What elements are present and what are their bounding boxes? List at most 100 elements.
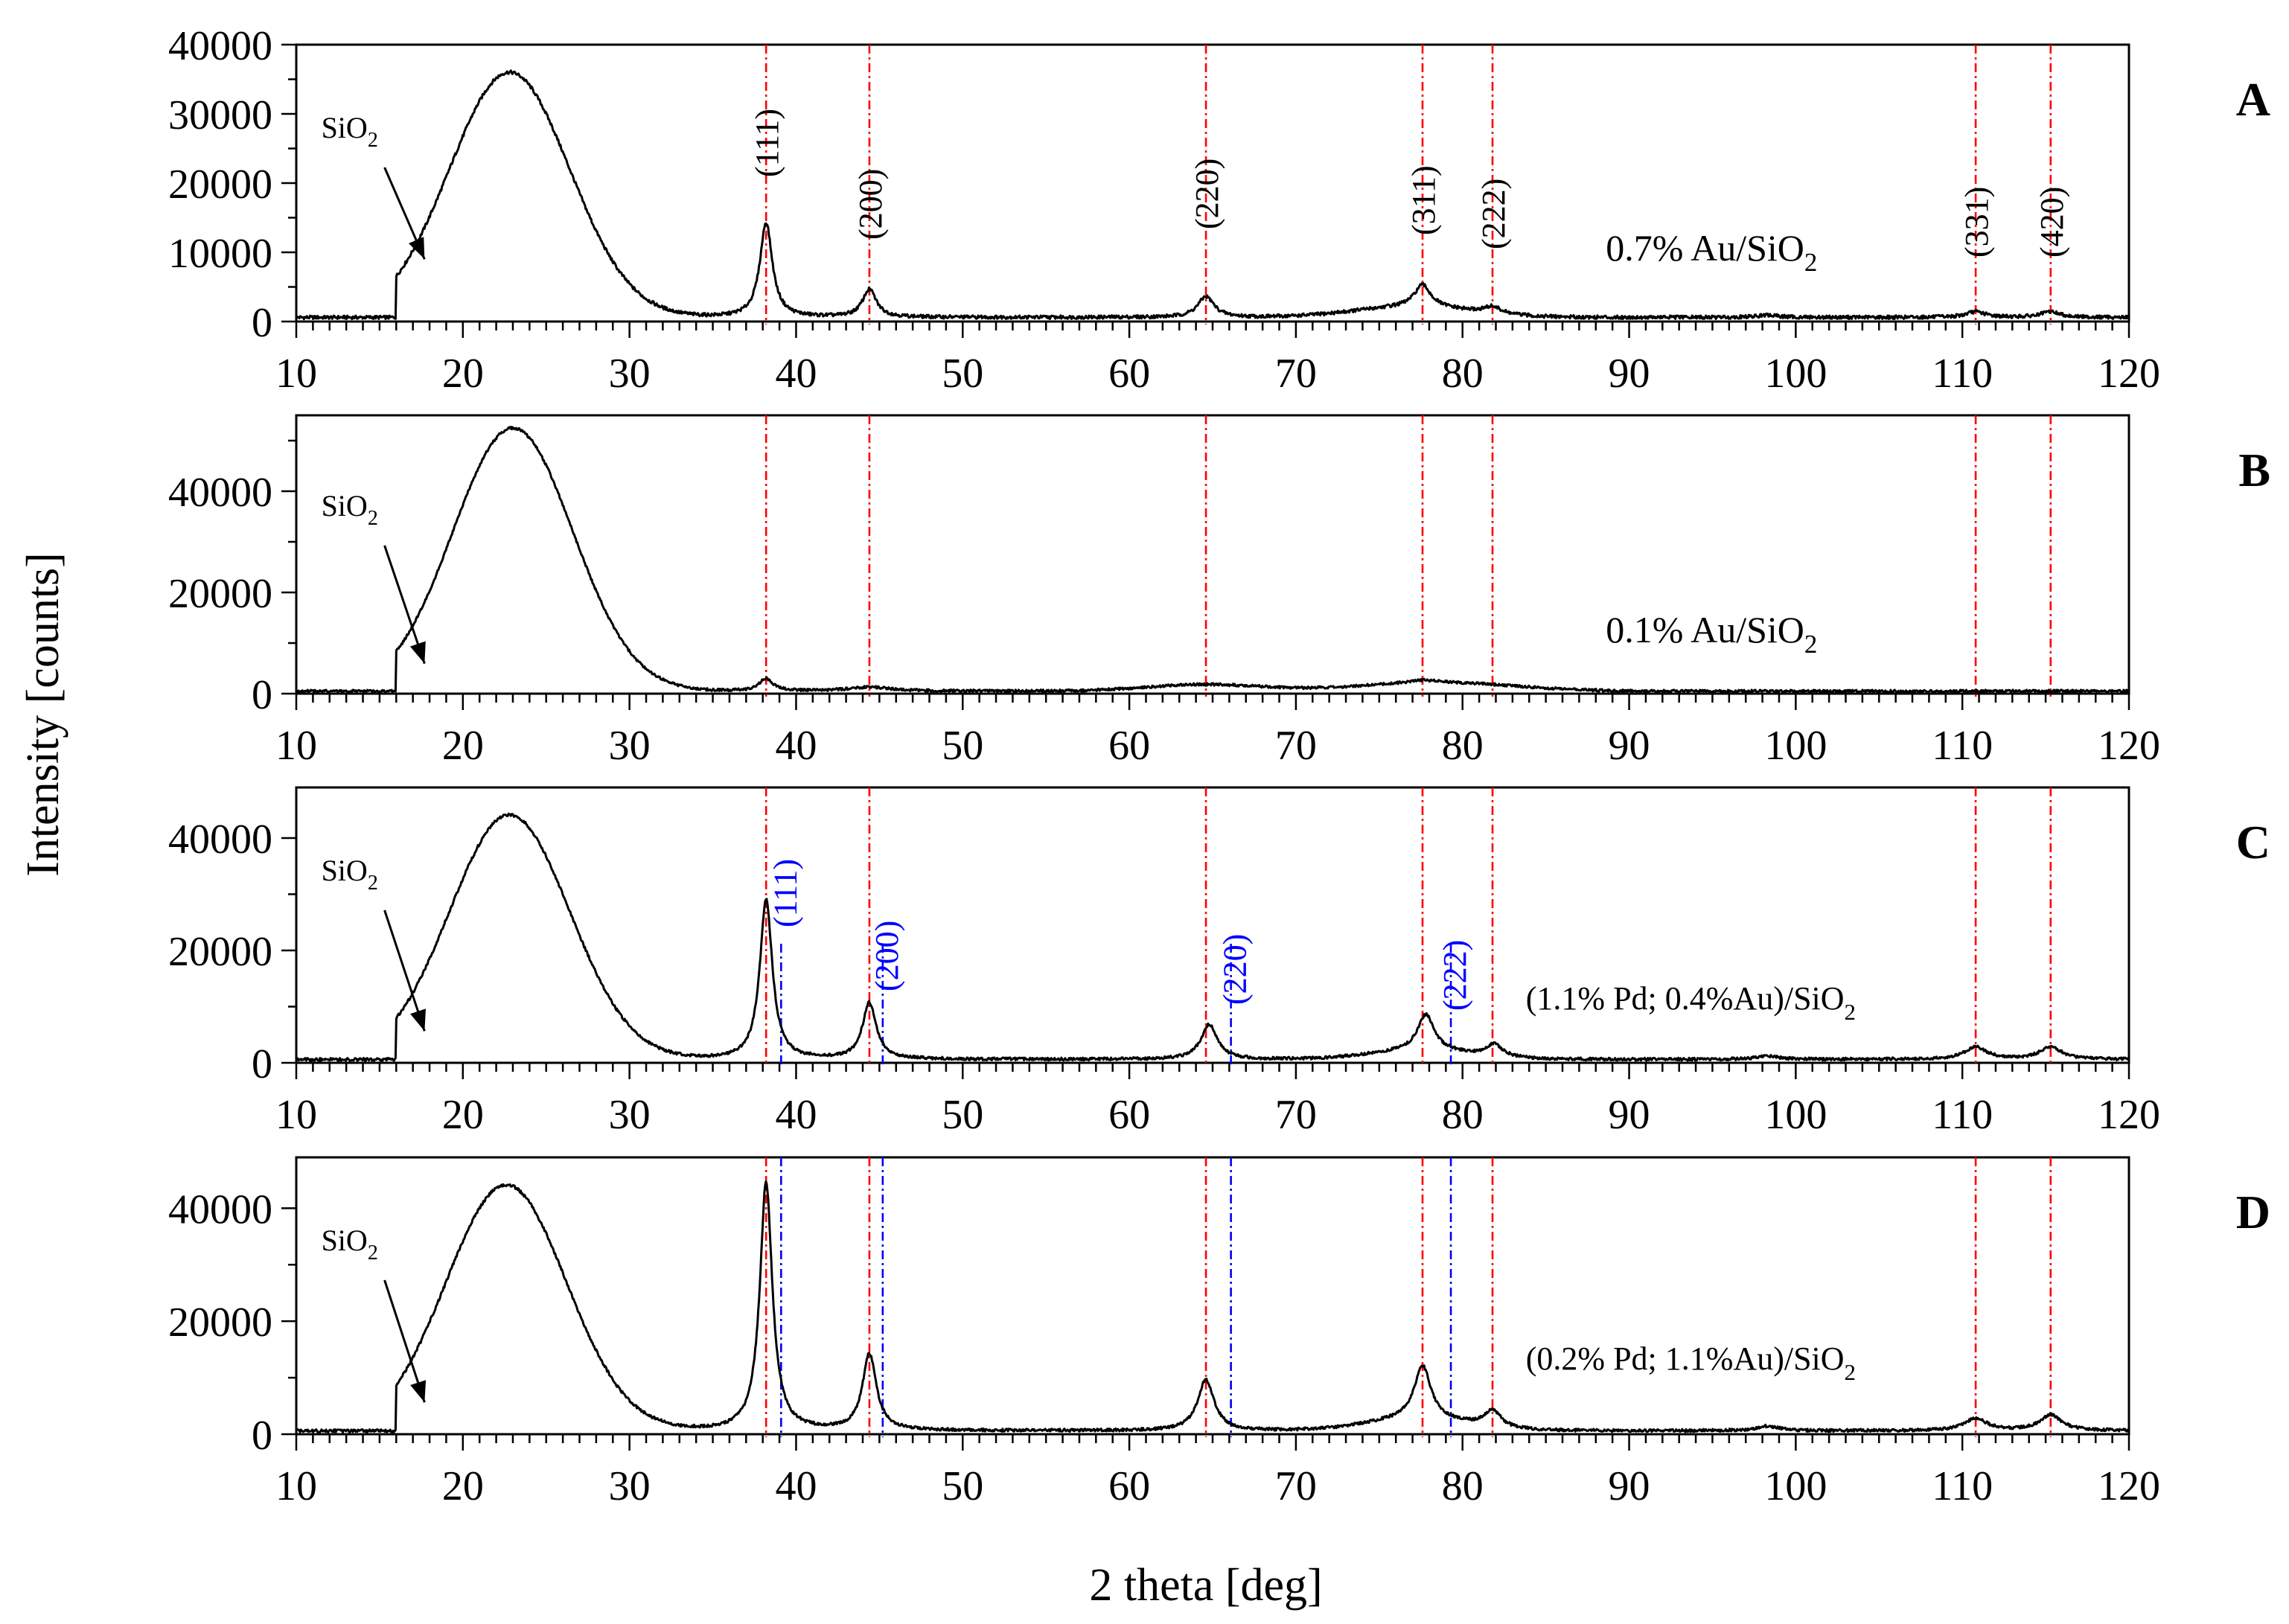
- x-tick-label: 10: [275, 1092, 317, 1138]
- hkl-label: (200): [869, 921, 905, 991]
- y-axis-label: Intensity [counts]: [18, 552, 68, 877]
- x-tick-label: 60: [1108, 1092, 1150, 1138]
- x-tick-label: 60: [1108, 351, 1150, 397]
- sio2-arrowhead: [410, 1008, 426, 1032]
- x-tick-label: 30: [609, 1092, 651, 1138]
- hkl-label: (420): [2034, 187, 2070, 258]
- xrd-trace: [295, 426, 2130, 694]
- x-tick-label: 80: [1442, 351, 1484, 397]
- x-tick-label: 30: [609, 351, 651, 397]
- x-tick-label: 120: [2098, 1463, 2160, 1509]
- y-tick-label: 40000: [168, 1186, 272, 1233]
- x-tick-label: 100: [1764, 723, 1827, 769]
- x-tick-label: 10: [275, 723, 317, 769]
- x-tick-label: 80: [1442, 723, 1484, 769]
- x-tick-label: 20: [442, 1092, 484, 1138]
- x-tick-label: 120: [2098, 1092, 2160, 1138]
- y-tick-label: 0: [252, 1041, 272, 1087]
- hkl-label: (220): [1189, 159, 1225, 229]
- x-tick-label: 10: [275, 1463, 317, 1509]
- x-tick-label: 50: [942, 351, 983, 397]
- sio2-annotation-subscript: 2: [368, 1241, 378, 1265]
- hkl-label: (111): [767, 859, 803, 927]
- x-tick-label: 90: [1609, 1092, 1650, 1138]
- x-tick-label: 90: [1609, 351, 1650, 397]
- y-tick-label: 0: [252, 300, 272, 346]
- panel-letter: B: [2238, 444, 2270, 496]
- y-tick-label: 0: [252, 1413, 272, 1459]
- hkl-label: (220): [1217, 934, 1254, 1005]
- x-tick-label: 90: [1609, 1463, 1650, 1509]
- sio2-annotation-subscript: 2: [368, 129, 378, 152]
- x-tick-label: 40: [775, 351, 817, 397]
- sample-label: 0.7% Au/SiO2: [1606, 227, 1817, 277]
- x-tick-label: 60: [1108, 1463, 1150, 1509]
- panels: 10 20 30 40 50 60 70 80 90 100 110 1200100002000030…: [168, 23, 2270, 1509]
- y-tick-label: 30000: [168, 92, 272, 138]
- x-tick-label: 110: [1932, 351, 1993, 397]
- x-tick-label: 40: [775, 1463, 817, 1509]
- x-tick-label: 70: [1275, 1092, 1317, 1138]
- x-tick-label: 60: [1108, 723, 1150, 769]
- x-tick-label: 90: [1609, 723, 1650, 769]
- x-tick-label: 70: [1275, 351, 1317, 397]
- x-tick-label: 50: [942, 723, 983, 769]
- x-axis-label: 2 theta [deg]: [1089, 1560, 1322, 1611]
- x-tick-label: 120: [2098, 351, 2160, 397]
- y-tick-label: 10000: [168, 231, 272, 277]
- x-tick-label: 50: [942, 1092, 983, 1138]
- sio2-arrow: [383, 1279, 426, 1403]
- x-tick-label: 10: [275, 351, 317, 397]
- y-tick-label: 20000: [168, 571, 272, 617]
- x-tick-label: 40: [775, 723, 817, 769]
- sample-label: 0.1% Au/SiO2: [1606, 609, 1817, 659]
- panel-letter: C: [2236, 816, 2270, 869]
- y-tick-label: 20000: [168, 1299, 272, 1346]
- sample-label-subscript: 2: [1845, 1359, 1857, 1385]
- x-tick-label: 20: [442, 1463, 484, 1509]
- hkl-label: (200): [852, 169, 889, 240]
- x-tick-label: 110: [1932, 1463, 1993, 1509]
- sio2-arrowhead: [410, 1380, 427, 1403]
- sio2-annotation-subscript: 2: [368, 872, 378, 895]
- x-tick-label: 100: [1764, 351, 1827, 397]
- y-tick-label: 40000: [168, 816, 272, 863]
- sio2-arrowhead: [409, 237, 425, 260]
- y-tick-label: 40000: [168, 470, 272, 516]
- x-tick-label: 20: [442, 351, 484, 397]
- x-tick-label: 30: [609, 1463, 651, 1509]
- xrd-trace: [295, 69, 2130, 321]
- hkl-label: (331): [1958, 187, 1995, 258]
- x-tick-label: 100: [1764, 1463, 1827, 1509]
- sio2-annotation-subscript: 2: [368, 507, 378, 530]
- x-tick-label: 40: [775, 1092, 817, 1138]
- sample-label-subscript: 2: [1804, 248, 1818, 277]
- panel-letter: A: [2236, 73, 2270, 126]
- y-tick-label: 40000: [168, 23, 272, 69]
- x-tick-label: 80: [1442, 1092, 1484, 1138]
- x-tick-label: 110: [1932, 723, 1993, 769]
- hkl-label: (311): [1405, 165, 1442, 235]
- x-tick-label: 70: [1275, 723, 1317, 769]
- sio2-arrow: [383, 909, 426, 1032]
- x-tick-label: 120: [2098, 723, 2160, 769]
- y-tick-label: 20000: [168, 929, 272, 975]
- hkl-label: (111): [749, 109, 785, 177]
- x-tick-label: 110: [1932, 1092, 1993, 1138]
- panel-A: 10 20 30 40 50 60 70 80 90 100 110 120 0 10000 20000 30…: [168, 23, 2270, 397]
- x-tick-label: 80: [1442, 1463, 1484, 1509]
- hkl-label: (222): [1437, 940, 1473, 1011]
- hkl-label: (222): [1475, 179, 1512, 249]
- x-tick-label: 100: [1764, 1092, 1827, 1138]
- sample-label-subscript: 2: [1804, 630, 1818, 659]
- x-tick-label: 70: [1275, 1463, 1317, 1509]
- x-tick-label: 50: [942, 1463, 983, 1509]
- xrd-trace: [295, 812, 2130, 1062]
- panel-letter: D: [2236, 1186, 2270, 1238]
- y-tick-label: 0: [252, 672, 272, 718]
- xrd-trace: [295, 1180, 2130, 1433]
- x-tick-label: 20: [442, 723, 484, 769]
